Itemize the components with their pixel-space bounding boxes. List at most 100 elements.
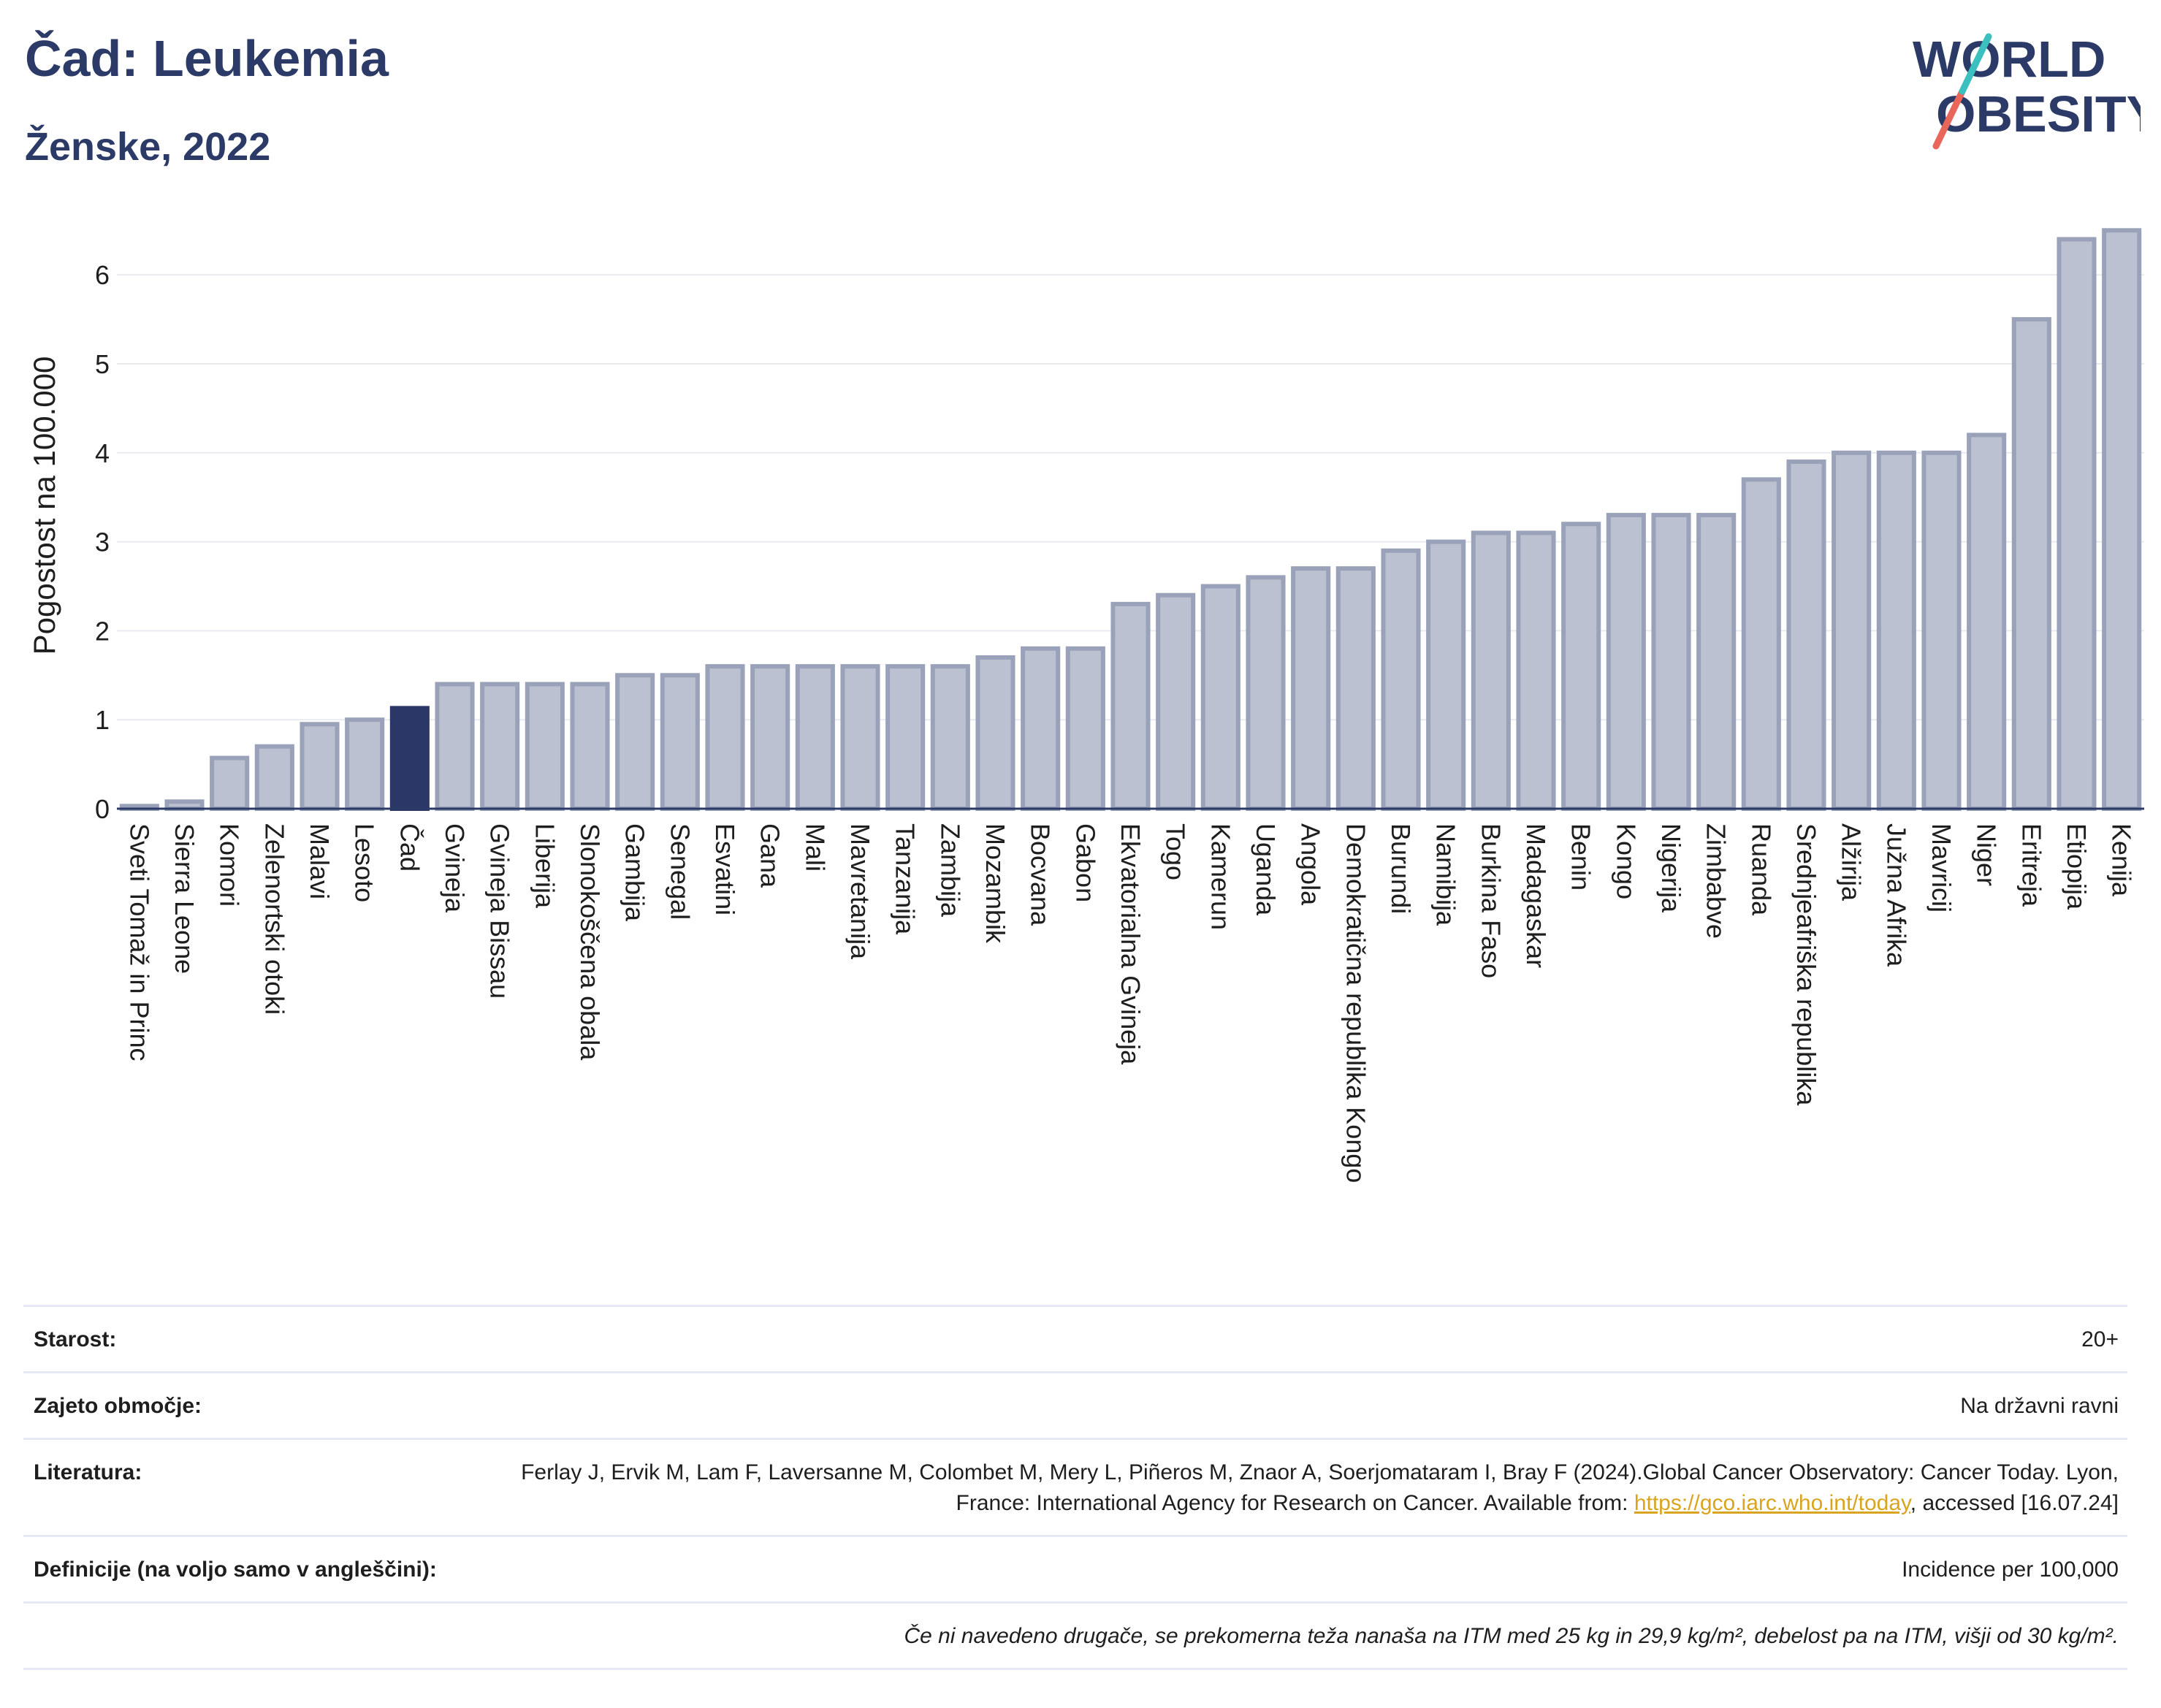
y-tick-labels: 0 1 2 3 4 5 6 xyxy=(95,260,110,824)
bar xyxy=(885,664,926,811)
x-tick-label: Kamerun xyxy=(1205,823,1235,930)
x-tick-label: Lesoto xyxy=(350,823,380,902)
x-tick-label: Čad xyxy=(395,823,424,872)
info-table: Starost: 20+ Zajeto območje: Na državni … xyxy=(23,1305,2127,1670)
bar xyxy=(480,682,520,811)
definitions-value: Incidence per 100,000 xyxy=(1902,1558,2119,1582)
bar xyxy=(1651,513,1691,811)
bar xyxy=(660,673,700,811)
definitions-label: Definicije (na voljo samo v angleščini): xyxy=(34,1558,437,1582)
bars xyxy=(119,228,2142,812)
x-tick-label: Gambija xyxy=(620,823,650,922)
x-tick-label: Zimbabve xyxy=(1701,823,1731,939)
x-tick-label: Alžirija xyxy=(1837,823,1867,901)
bar xyxy=(254,744,294,811)
x-tick-label: Nigerija xyxy=(1656,823,1686,913)
bar xyxy=(345,717,385,812)
bar xyxy=(1967,432,2007,811)
x-tick-label: Bocvana xyxy=(1026,823,1056,926)
literature-accessed: , accessed [16.07.24] xyxy=(1910,1491,2119,1515)
x-tick-label: Južna Afrika xyxy=(1881,823,1911,967)
info-row-footnote: Če ni navedeno drugače, se prekomerna te… xyxy=(23,1601,2127,1670)
bar xyxy=(840,664,880,811)
bar xyxy=(2102,228,2142,811)
x-tick-label: Madagaskar xyxy=(1521,823,1551,968)
age-label: Starost: xyxy=(34,1327,117,1351)
info-row-definitions: Definicije (na voljo samo v angleščini):… xyxy=(23,1535,2127,1601)
x-tick-label: Sveti Tomaž in Princ xyxy=(124,823,154,1061)
x-tick-label: Demokratična republika Kongo xyxy=(1341,823,1371,1183)
y-tick-label: 5 xyxy=(95,349,110,379)
info-row-coverage: Zajeto območje: Na državni ravni xyxy=(23,1371,2127,1438)
x-tick-label: Zelenortski otoki xyxy=(259,823,289,1015)
bar xyxy=(1921,450,1962,811)
x-tick-label: Esvatini xyxy=(710,823,740,915)
bar xyxy=(615,673,655,811)
bar xyxy=(795,664,835,811)
bar xyxy=(750,664,790,811)
page-title: Čad: Leukemia xyxy=(25,30,389,87)
x-tick-label: Sierra Leone xyxy=(169,823,199,974)
bar xyxy=(1606,513,1646,811)
y-tick-label: 6 xyxy=(95,260,110,290)
x-tick-label: Niger xyxy=(1972,823,2002,886)
x-tick-label: Komori xyxy=(215,823,245,907)
bar xyxy=(1335,566,1376,811)
page-subtitle: Ženske, 2022 xyxy=(25,125,271,169)
y-tick-label: 3 xyxy=(95,527,110,557)
info-row-literature: Literatura: Ferlay J, Ervik M, Lam F, La… xyxy=(23,1438,2127,1535)
bar xyxy=(1696,513,1737,811)
bar xyxy=(1876,450,1916,811)
literature-label: Literatura: xyxy=(34,1460,142,1484)
bar xyxy=(1021,646,1061,812)
x-tick-label: Ekvatorialna Gvineja xyxy=(1116,823,1146,1065)
logo-slash-teal xyxy=(1959,33,1992,95)
y-tick-label: 2 xyxy=(95,616,110,646)
age-value: 20+ xyxy=(2081,1327,2119,1351)
world-obesity-logo: WORLD OBESITY xyxy=(1913,31,2141,150)
x-tick-label: Slonokoščena obala xyxy=(575,823,605,1061)
bar xyxy=(389,706,430,812)
bar xyxy=(705,664,745,811)
literature-link[interactable]: https://gco.iarc.who.int/today xyxy=(1634,1491,1910,1515)
x-tick-labels: Sveti Tomaž in Princ Sierra Leone Komori Ze… xyxy=(124,823,2136,1183)
bar xyxy=(1246,575,1286,811)
y-tick-label: 0 xyxy=(95,794,110,824)
logo-slash-red xyxy=(1932,88,1966,150)
x-tick-label: Mozambik xyxy=(980,823,1010,944)
x-tick-label: Senegal xyxy=(665,823,695,920)
x-tick-label: Burundi xyxy=(1386,823,1416,914)
bar xyxy=(1381,548,1421,812)
bar xyxy=(525,682,565,811)
logo-line2: OBESITY xyxy=(1936,85,2141,142)
x-tick-label: Malavi xyxy=(305,823,335,899)
x-tick-label: Mavretanija xyxy=(845,823,875,960)
x-tick-label: Angola xyxy=(1296,823,1326,906)
bar xyxy=(1426,539,1466,811)
bar xyxy=(2011,317,2051,812)
bar xyxy=(1291,566,1331,811)
bar xyxy=(1471,530,1511,811)
x-tick-label: Togo xyxy=(1161,823,1191,880)
x-tick-label: Gvineja xyxy=(440,823,470,913)
bar xyxy=(930,664,970,811)
x-tick-label: Ruanda xyxy=(1746,823,1776,916)
x-tick-label: Mavricij xyxy=(1926,823,1956,912)
logo-line1: WORLD xyxy=(1913,31,2105,88)
bar xyxy=(1561,522,1601,811)
bar xyxy=(1832,450,1872,811)
x-tick-label: Mali xyxy=(800,823,830,872)
literature-text: Ferlay J, Ervik M, Lam F, Laversanne M, … xyxy=(521,1460,2119,1515)
x-tick-label: Gana xyxy=(755,823,785,888)
literature-value: Ferlay J, Ervik M, Lam F, Laversanne M, … xyxy=(511,1457,2119,1519)
x-tick-label: Uganda xyxy=(1251,823,1281,916)
x-tick-label: Etiopija xyxy=(2062,823,2092,910)
info-row-age: Starost: 20+ xyxy=(23,1305,2127,1371)
bar xyxy=(1786,459,1826,811)
y-tick-label: 4 xyxy=(95,438,110,468)
bar xyxy=(1065,646,1105,812)
bar xyxy=(2057,237,2097,812)
y-axis-label: Pogostost na 100.000 xyxy=(27,357,61,655)
bar xyxy=(210,755,250,811)
x-tick-label: Zambija xyxy=(935,823,965,918)
